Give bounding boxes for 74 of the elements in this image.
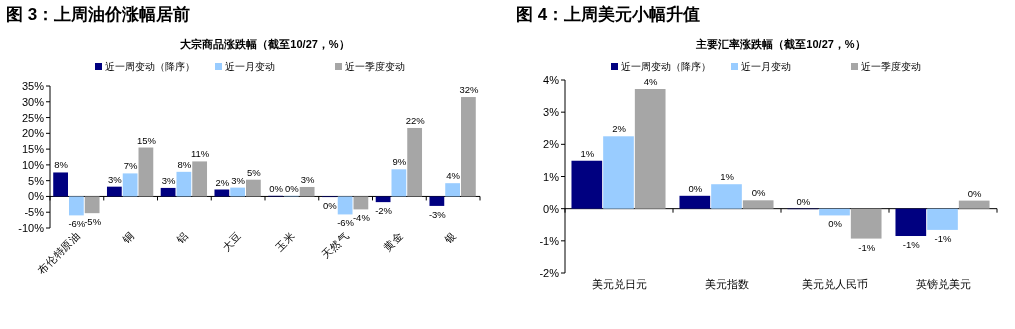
x-tick-label: 铝 <box>172 228 190 246</box>
y-tick-label: 1% <box>543 170 560 183</box>
y-tick-label: 2% <box>543 138 560 151</box>
data-label: 0% <box>967 187 983 199</box>
data-label: 3% <box>300 173 316 185</box>
y-tick-label: 0% <box>28 190 45 203</box>
data-label: 22% <box>405 114 426 126</box>
data-label: 4% <box>446 170 461 182</box>
y-tick-label: 15% <box>21 143 45 156</box>
data-label: 1% <box>720 171 735 183</box>
x-tick-label: 银 <box>441 228 459 246</box>
data-label: 0% <box>796 195 811 207</box>
data-label: -1% <box>934 232 952 244</box>
data-label: 1% <box>580 147 595 159</box>
data-label: -1% <box>858 241 876 253</box>
data-label: 7% <box>123 160 139 172</box>
data-label: 0% <box>751 187 767 199</box>
y-tick-label: 25% <box>21 111 45 124</box>
x-tick-label: 英镑兑美元 <box>915 278 971 290</box>
data-label: 2% <box>215 176 230 188</box>
data-label: 9% <box>392 156 407 168</box>
data-label: 15% <box>136 134 157 146</box>
data-label: -6% <box>337 217 355 229</box>
x-tick-label: 玉米 <box>273 228 298 253</box>
y-tick-label: 35% <box>21 80 45 92</box>
data-label: 32% <box>459 84 479 96</box>
y-tick-label: 3% <box>543 106 560 119</box>
x-tick-label: 美元兑日元 <box>591 278 647 290</box>
x-tick-label: 天然气 <box>319 228 352 261</box>
y-tick-label: 10% <box>21 158 45 171</box>
y-tick-label: 4% <box>543 74 560 86</box>
y-tick-label: -5% <box>24 206 45 219</box>
data-label: 0% <box>688 182 703 194</box>
data-label: -3% <box>428 208 447 220</box>
data-label: 3% <box>107 173 123 185</box>
x-tick-label: 美元指数 <box>705 278 749 290</box>
y-tick-label: 0% <box>543 202 560 215</box>
data-label: -6% <box>68 218 86 230</box>
data-label: -1% <box>902 239 921 251</box>
legend-label: 近一月变动 <box>225 61 275 72</box>
y-tick-label: 30% <box>21 95 45 108</box>
data-label: 5% <box>247 166 262 178</box>
data-label: 0% <box>322 200 338 212</box>
x-tick-label: 铜 <box>119 228 137 246</box>
legend-label: 近一季度变动 <box>345 61 405 72</box>
data-label: 0% <box>285 182 300 194</box>
legend-label: 近一周变动（降序） <box>105 61 195 72</box>
data-label: -4% <box>352 212 371 224</box>
data-label: 4% <box>643 76 659 88</box>
y-tick-label: -10% <box>18 222 45 234</box>
chart-subtitle: 主要汇率涨跌幅（截至10/27，%） <box>695 38 866 51</box>
data-label: 3% <box>231 174 246 186</box>
data-label: 11% <box>190 148 210 160</box>
legend-label: 近一季度变动 <box>861 61 921 72</box>
data-label: -5% <box>84 216 102 228</box>
data-label: 3% <box>161 174 177 186</box>
data-label: -2% <box>375 205 393 217</box>
y-tick-label: 20% <box>21 127 45 140</box>
data-label: 8% <box>177 158 192 170</box>
chart-title: 图 4：上周美元小幅升值 <box>516 5 701 24</box>
x-tick-label: 黄金 <box>380 228 405 253</box>
x-tick-label: 大豆 <box>219 228 244 253</box>
data-label: 8% <box>54 159 69 171</box>
y-tick-label: 5% <box>28 174 45 187</box>
y-tick-label: -1% <box>539 234 560 247</box>
data-label: 0% <box>269 182 284 194</box>
chart-subtitle: 大宗商品涨跌幅（截至10/27，%） <box>180 38 350 51</box>
data-label: 0% <box>828 218 843 230</box>
y-tick-label: -2% <box>539 267 560 279</box>
data-label: 2% <box>612 123 627 135</box>
legend-label: 近一周变动（降序） <box>621 61 711 72</box>
x-tick-label: 美元兑人民币 <box>802 278 868 290</box>
legend-label: 近一月变动 <box>741 61 791 72</box>
chart-title: 图 3：上周油价涨幅居前 <box>6 5 191 24</box>
